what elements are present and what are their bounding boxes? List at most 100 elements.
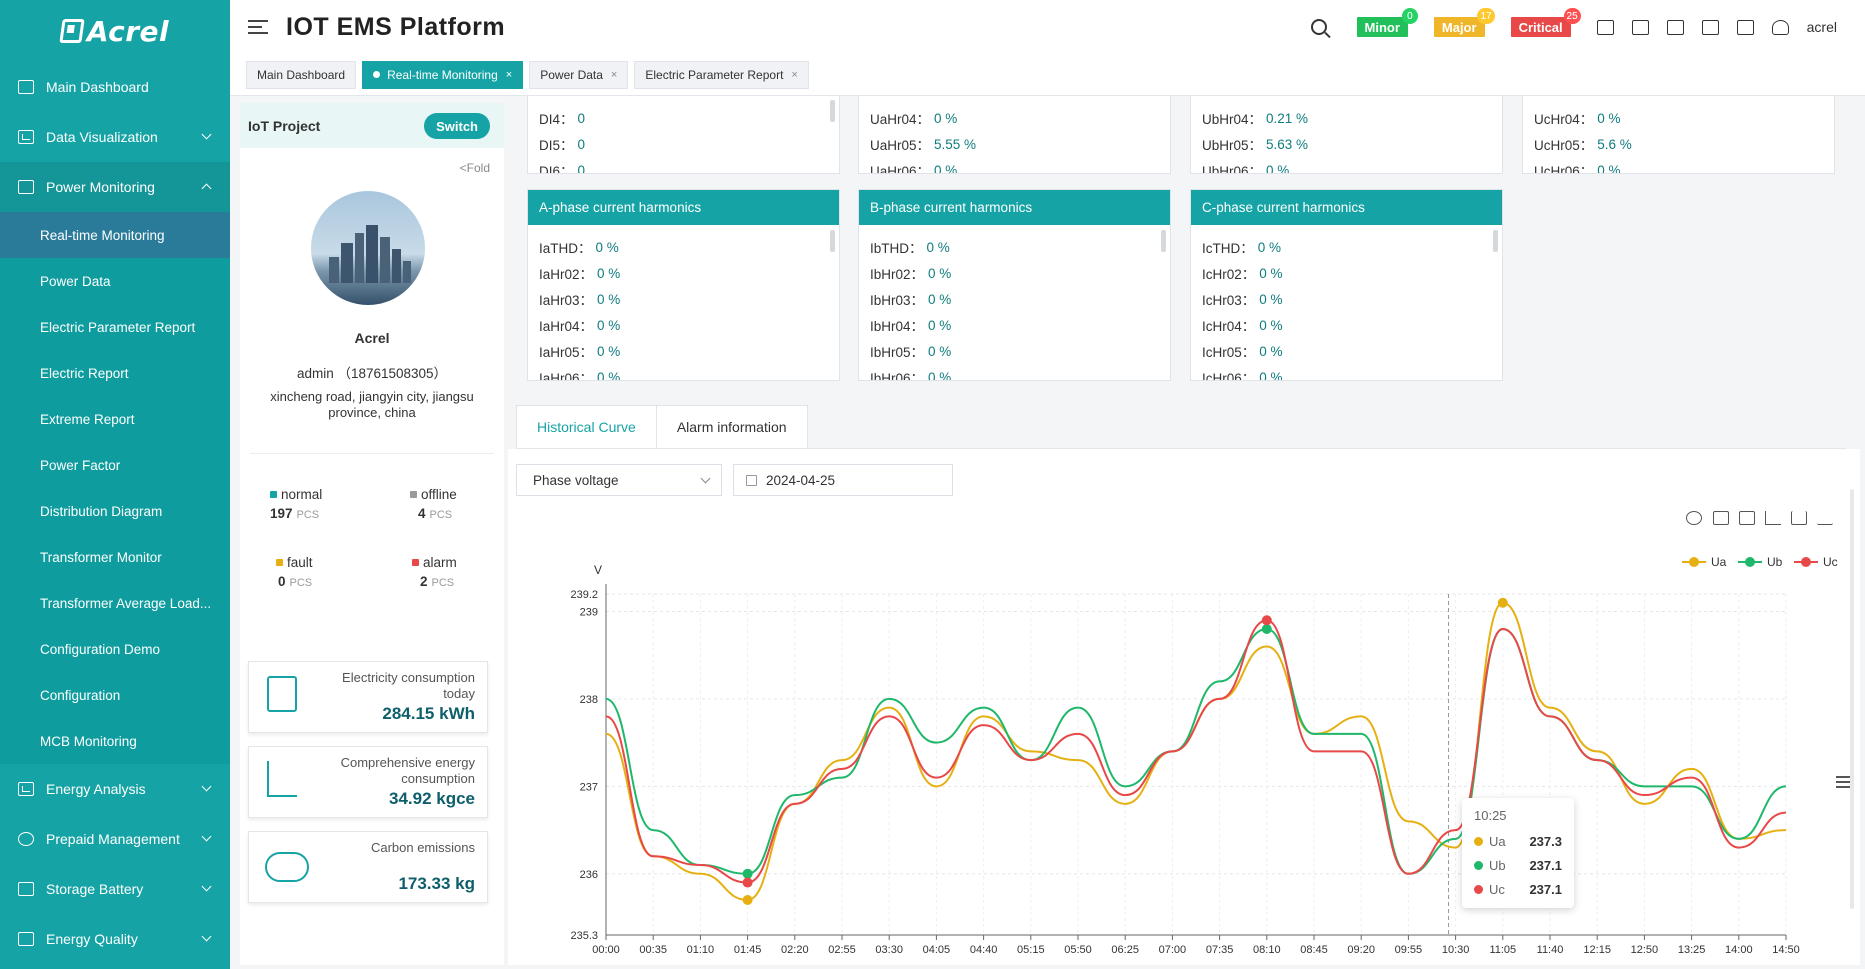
sidebar-item-prepaid-management[interactable]: Prepaid Management (0, 814, 230, 864)
sidebar-subitem-mcb-monitoring[interactable]: MCB Monitoring (40, 733, 137, 749)
bar-chart-icon[interactable] (1791, 511, 1807, 525)
translate-icon[interactable] (1736, 19, 1754, 35)
sidebar-subitem-electric-report[interactable]: Electric Report (40, 365, 129, 381)
refresh-icon[interactable] (1686, 511, 1702, 525)
phase-select[interactable]: Phase voltage (516, 464, 722, 496)
stat-label: alarm (423, 555, 457, 570)
search-icon[interactable] (1310, 19, 1327, 35)
screen-display-icon[interactable] (1666, 19, 1684, 35)
tab-real-time-monitoring[interactable]: Real-time Monitoring × (362, 60, 524, 89)
parameter-label: IaHr06： (539, 371, 594, 381)
critical-alarm-button[interactable]: Critical 25 (1510, 8, 1581, 37)
sidebar-item-energy-analysis[interactable]: Energy Analysis (0, 764, 230, 814)
minor-alarm-button[interactable]: Minor 0 (1356, 8, 1418, 37)
tab-historical-curve[interactable]: Historical Curve (516, 405, 657, 449)
chevron-down-icon (700, 473, 711, 484)
parameter-label: IbHr05： (870, 345, 925, 360)
parameter-label: UbHr05： (1202, 138, 1263, 153)
close-icon[interactable]: × (791, 68, 798, 81)
calendar-icon (746, 475, 757, 486)
chevron-down-icon (201, 129, 212, 140)
tab-label: Real-time Monitoring (387, 67, 498, 82)
panel-scrollbar[interactable] (1161, 230, 1166, 252)
panel-scrollbar[interactable] (1493, 230, 1498, 252)
chevron-down-icon (201, 831, 212, 842)
sidebar-subitem-power-data[interactable]: Power Data (40, 273, 111, 289)
sidebar-subitem-transformer-average-load[interactable]: Transformer Average Load... (40, 595, 212, 611)
top-bar: IOT EMS Platform Minor 0 Major 17 Critic… (230, 0, 1865, 54)
sidebar-subitem-distribution-diagram[interactable]: Distribution Diagram (40, 503, 163, 519)
c-phase-harmonics-panel: C-phase current harmonics IcTHD： 0 % IcHr0… (1190, 189, 1503, 381)
panel-title: B-phase current harmonics (859, 190, 1170, 225)
parameter-label: IcHr06： (1202, 371, 1256, 381)
sidebar-item-storage-battery[interactable]: Storage Battery (0, 864, 230, 914)
panel-title: C-phase current harmonics (1191, 190, 1502, 225)
project-header-label: IoT Project (248, 117, 321, 134)
menu-toggle-icon[interactable] (248, 20, 268, 34)
normal-indicator (270, 491, 277, 498)
theme-shirt-icon[interactable] (1771, 19, 1789, 35)
mute-icon[interactable] (1596, 19, 1614, 35)
fullscreen-icon[interactable] (1701, 19, 1719, 35)
parameter-value: 0 (577, 110, 586, 126)
line-chart-icon[interactable] (1765, 511, 1781, 525)
parameter-label: UaHr05： (870, 138, 931, 153)
parameter-value: 5.55 % (934, 136, 977, 152)
sidebar-subitem-real-time-monitoring[interactable]: Real-time Monitoring (0, 212, 230, 258)
fold-button[interactable]: <Fold (459, 161, 490, 175)
sidebar-subitem-power-factor[interactable]: Power Factor (40, 457, 121, 473)
parameter-row: UaHr05： 5.55 % (859, 131, 1170, 157)
card-value: 173.33 kg (398, 874, 475, 893)
zoom-icon[interactable] (1713, 511, 1729, 525)
parameter-value: 0 % (1259, 291, 1283, 307)
major-alarm-button[interactable]: Major 17 (1433, 8, 1495, 37)
parameter-value: 0 % (1266, 162, 1290, 174)
parameter-value: 0 % (1257, 239, 1282, 255)
user-menu[interactable]: acrel (1806, 19, 1837, 35)
offline-indicator (410, 491, 417, 498)
card-value: 34.92 kgce (388, 789, 475, 808)
parameter-value: 0 % (928, 343, 952, 359)
tab-power-data[interactable]: Power Data × (529, 60, 629, 89)
sidebar-subitem-extreme-report[interactable]: Extreme Report (40, 411, 135, 427)
divider (516, 448, 1846, 449)
qr-code-icon[interactable] (1631, 19, 1649, 35)
parameter-row: DI6： 0 (528, 157, 839, 174)
parameter-label: IaHr05： (539, 345, 594, 360)
fault-indicator (276, 559, 283, 566)
sidebar-subitem-electric-parameter-report[interactable]: Electric Parameter Report (40, 319, 196, 335)
filter-settings-icon[interactable] (1836, 776, 1850, 788)
chart-scrollbar[interactable] (1850, 489, 1854, 909)
lightning-icon (18, 180, 34, 194)
sidebar-item-energy-quality[interactable]: Energy Quality (0, 914, 230, 964)
parameter-label: DI5： (539, 138, 574, 153)
tab-main-dashboard[interactable]: Main Dashboard (246, 60, 357, 89)
project-name: Acrel (354, 330, 390, 346)
tab-electric-parameter-report[interactable]: Electric Parameter Report × (634, 60, 809, 89)
panel-scrollbar[interactable] (830, 230, 835, 252)
tab-label: Main Dashboard (257, 67, 346, 82)
download-icon[interactable] (1817, 511, 1833, 525)
panel-scrollbar[interactable] (830, 100, 835, 122)
parameter-label: DI6： (539, 164, 574, 174)
chevron-down-icon (201, 931, 212, 942)
switch-project-button[interactable]: Switch (424, 113, 490, 139)
sidebar-subitem-transformer-monitor[interactable]: Transformer Monitor (40, 549, 162, 565)
sidebar-subitem-configuration-demo[interactable]: Configuration Demo (40, 641, 161, 657)
close-icon[interactable]: × (505, 68, 513, 81)
sidebar-subitem-configuration[interactable]: Configuration (40, 687, 121, 703)
sidebar-item-main-dashboard[interactable]: Main Dashboard (0, 62, 230, 112)
parameter-row: IcTHD： 0 % (1191, 234, 1502, 260)
sidebar-item-power-monitoring[interactable]: Power Monitoring (0, 162, 230, 212)
card-title: Electricity consumption today (342, 670, 475, 701)
tab-alarm-information[interactable]: Alarm information (656, 405, 808, 449)
stat-offline: offline 4 PCS (410, 487, 457, 521)
date-picker[interactable]: 2024-04-25 (733, 464, 953, 496)
sidebar-item-label: Prepaid Management (46, 831, 180, 847)
close-icon[interactable]: × (610, 68, 618, 81)
b-phase-harmonics-panel: B-phase current harmonics IbTHD： 0 % IbHr0… (858, 189, 1171, 381)
ub-dot (1474, 860, 1483, 870)
zoom-reset-icon[interactable] (1739, 511, 1755, 525)
parameter-row: IaHr05： 0 % (528, 338, 839, 364)
sidebar-item-data-visualization[interactable]: Data Visualization (0, 112, 230, 162)
